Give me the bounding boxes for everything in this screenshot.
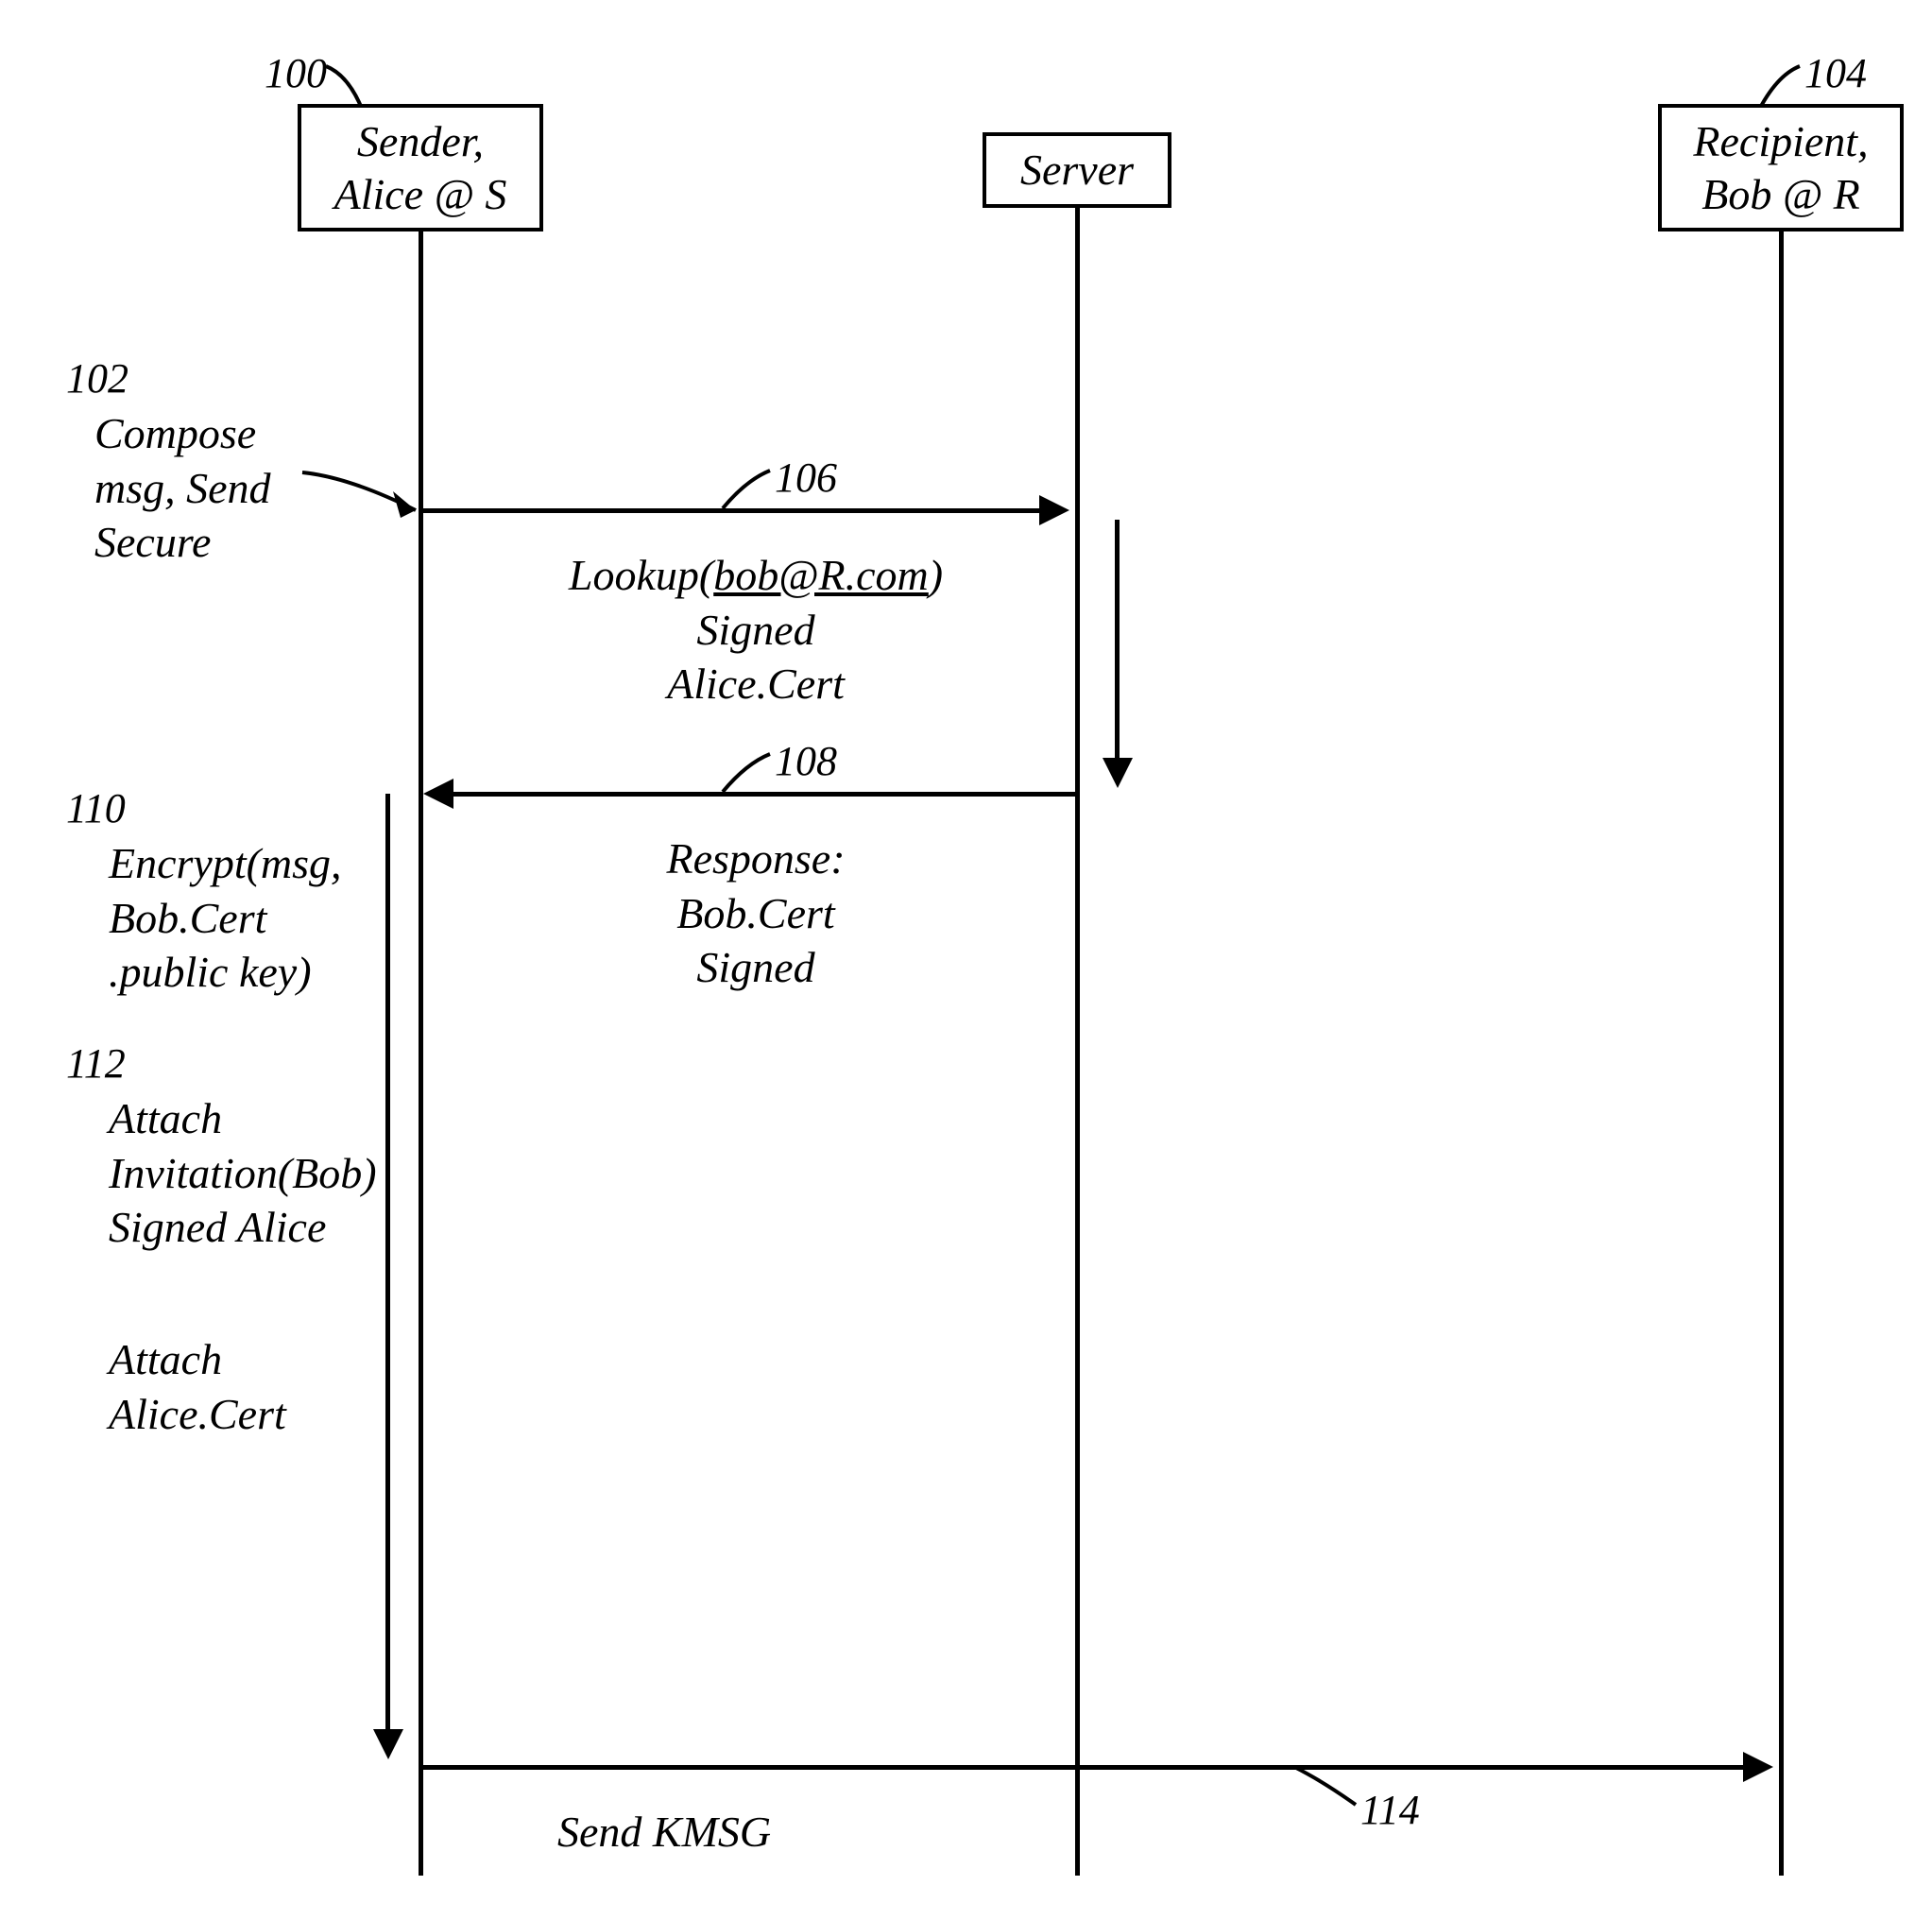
lookup-label: Lookup(bob@R.com) Signed Alice.Cert [491,548,1020,711]
server-activity-line [1115,520,1120,765]
sender-box: Sender, Alice @ S [298,104,543,231]
response-label: Response: Bob.Cert Signed [557,831,954,995]
arrow-106-head [1039,495,1069,525]
lookup-line1: Lookup(bob@R.com) [491,548,1020,603]
ref-112: 112 [66,1039,126,1088]
attach2-label: Attach Alice.Cert [109,1332,286,1441]
response-line2: Bob.Cert [557,886,954,941]
lookup-line3: Alice.Cert [491,657,1020,711]
sender-label: Sender, Alice @ S [334,115,507,219]
lookup-email: bob@R.com [713,551,929,599]
attach1-label: Attach Invitation(Bob) Signed Alice [109,1091,377,1255]
ref-108: 108 [775,737,837,785]
response-line1: Response: [557,831,954,886]
leader-102 [302,472,425,529]
arrow-114-head [1743,1752,1773,1782]
sender-activity-head [373,1729,403,1759]
ref-100: 100 [265,49,327,97]
server-box: Server [983,132,1171,208]
recipient-box: Recipient, Bob @ R [1658,104,1904,231]
server-lifeline [1075,208,1080,1876]
sendkmsg-label: Send KMSG [557,1805,771,1860]
recipient-lifeline [1779,231,1784,1876]
lookup-line2: Signed [491,603,1020,658]
ref-110: 110 [66,784,126,832]
arrow-114-line [423,1765,1751,1770]
compose-label: Compose msg, Send Secure [94,406,271,570]
sender-activity-line [385,794,390,1739]
response-line3: Signed [557,940,954,995]
recipient-label: Recipient, Bob @ R [1693,115,1868,219]
encrypt-label: Encrypt(msg, Bob.Cert .public key) [109,836,342,1000]
leader-114 [1294,1767,1360,1814]
ref-102: 102 [66,354,128,403]
server-activity-head [1103,758,1133,788]
leader-106 [718,471,775,513]
leader-108 [718,754,775,797]
ref-104: 104 [1804,49,1867,97]
ref-106: 106 [775,454,837,502]
server-label: Server [1020,144,1134,196]
arrow-108-head [423,779,453,809]
sequence-diagram: 100 104 Sender, Alice @ S Server Recipie… [38,38,1894,1882]
ref-114: 114 [1360,1786,1420,1834]
